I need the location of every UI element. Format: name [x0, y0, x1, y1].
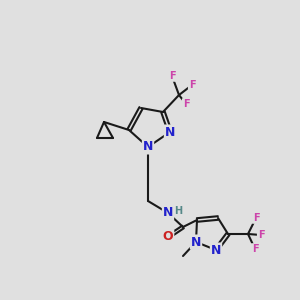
Text: F: F — [189, 80, 195, 90]
Text: H: H — [174, 206, 182, 216]
Text: F: F — [252, 244, 258, 254]
Text: N: N — [143, 140, 153, 154]
Text: N: N — [191, 236, 201, 248]
Text: O: O — [163, 230, 173, 244]
Text: F: F — [169, 71, 175, 81]
Text: N: N — [163, 206, 173, 220]
Text: N: N — [211, 244, 221, 256]
Text: F: F — [253, 213, 259, 223]
Text: F: F — [258, 230, 264, 240]
Text: F: F — [183, 99, 189, 109]
Text: N: N — [165, 125, 175, 139]
